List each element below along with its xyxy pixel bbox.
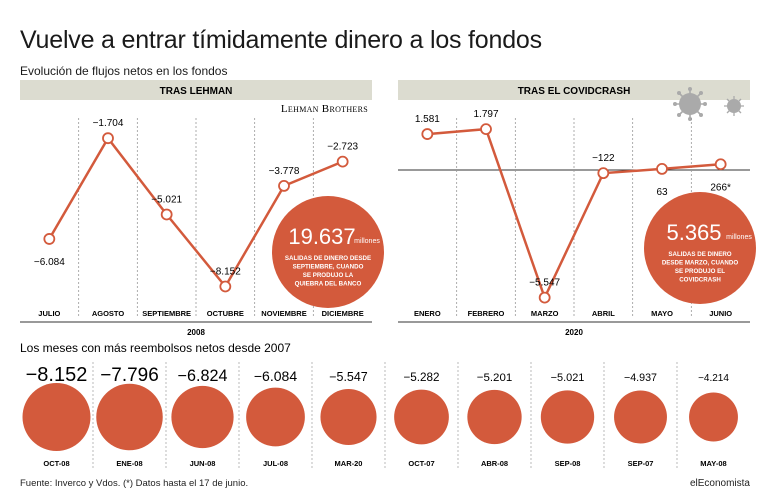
covid-data-label: −5.547	[529, 278, 560, 289]
footer-source: Fuente: Inverco y Vdos. (*) Datos hasta …	[20, 478, 249, 489]
lehman-data-point	[278, 179, 290, 192]
bubble-mark	[689, 392, 738, 442]
bubble-value-label: −5.201	[477, 372, 512, 384]
bubble-mark	[614, 390, 667, 444]
bubble-category-label: OCT-07	[408, 459, 434, 468]
bubble-category-label: SEP-07	[628, 459, 654, 468]
lehman-data-label: −2.723	[327, 142, 358, 153]
page-subtitle: Evolución de flujos netos en los fondos	[20, 64, 228, 78]
bubble-category-label: SEP-08	[555, 459, 581, 468]
covid-data-point	[480, 123, 492, 136]
lehman-total-note: QUIEBRA DEL BANCO	[295, 281, 362, 288]
covid-total-note: SALIDAS DE DINERO	[668, 251, 731, 258]
lehman-data-label: −1.704	[93, 118, 124, 129]
covid-data-label: 266*	[710, 182, 731, 193]
lehman-panel-title: TRAS LEHMAN	[160, 86, 233, 97]
bubble-mark	[96, 383, 163, 451]
lehman-category-label: AGOSTO	[92, 309, 125, 318]
lehman-total-value: 19.637	[288, 224, 355, 249]
bubble-mark	[22, 383, 91, 451]
covid-data-point	[538, 291, 551, 304]
lehman-data-point	[160, 208, 173, 221]
bubble-mark	[320, 388, 377, 446]
bubble-mark	[171, 385, 234, 449]
covid-category-label: MARZO	[531, 309, 559, 318]
lehman-series-line	[48, 135, 344, 289]
lehman-total-unit: millones	[354, 238, 380, 245]
bubble-category-label: JUL-08	[263, 459, 288, 468]
covid-category-label: JUNIO	[709, 309, 732, 318]
page-title: Vuelve a entrar tímidamente dinero a los…	[20, 26, 542, 54]
virus-small-icon	[724, 96, 744, 116]
covid-title-band	[398, 80, 750, 100]
covid-category-label: FEBRERO	[468, 309, 505, 318]
bubble-value-label: −6.824	[178, 367, 228, 385]
covid-total-note: DESDE MARZO, CUANDO	[662, 260, 739, 267]
lehman-category-label: OCTUBRE	[207, 309, 244, 318]
bubble-mark	[540, 390, 595, 444]
chart-marks: JULIO AGOSTO SEPTIEMBRE OCTUBRE NOVIEMBRE DIC…	[22, 109, 756, 470]
lehman-data-label: −6.084	[34, 257, 65, 268]
bubble-value-label: −6.084	[254, 368, 297, 384]
covid-total-unit: millones	[726, 234, 752, 241]
lehman-data-point	[102, 132, 114, 145]
bubble-category-label: JUN-08	[190, 459, 216, 468]
lehman-title-band	[20, 80, 372, 100]
lehman-year-label: 2008	[187, 328, 205, 337]
lehman-total-note: SEPTIEMBRE, CUANDO	[293, 264, 364, 271]
lehman-category-label: JULIO	[38, 309, 60, 318]
lehman-category-label: DICIEMBRE	[322, 309, 364, 318]
bubbles-title: Los meses con más reembolsos netos desde…	[20, 341, 291, 355]
covid-category-label: ABRIL	[592, 309, 615, 318]
covid-total-bubble	[644, 192, 756, 304]
bubble-value-label: −5.282	[403, 371, 439, 384]
lehman-total-bubble	[272, 196, 384, 308]
covid-data-point	[656, 163, 668, 175]
bubble-mark	[394, 389, 449, 445]
bubble-value-label: −5.021	[551, 372, 585, 384]
covid-category-label: MAYO	[651, 309, 673, 318]
bubble-category-label: MAY-08	[700, 459, 726, 468]
lehman-category-label: SEPTIEMBRE	[142, 309, 191, 318]
bubble-mark	[467, 389, 522, 445]
bubble-value-label: −8.152	[26, 364, 88, 386]
lehman-total-note: SE PRODUJO LA	[303, 272, 354, 279]
covid-total-note: SE PRODUJO EL	[675, 268, 725, 275]
covid-data-point	[421, 128, 434, 140]
bubble-value-label: −4.214	[698, 373, 729, 384]
bubble-category-label: MAR-20	[335, 459, 363, 468]
footer-brand: elEconomista	[689, 478, 750, 489]
lehman-data-point	[43, 233, 56, 245]
bubble-category-label: ABR-08	[481, 459, 508, 468]
lehman-data-label: −8.152	[210, 266, 241, 277]
lehman-data-point	[336, 155, 349, 168]
covid-category-label: ENERO	[414, 309, 441, 318]
lehman-category-label: NOVIEMBRE	[261, 309, 306, 318]
covid-data-point	[714, 158, 727, 171]
lehman-data-label: −5.021	[151, 194, 182, 205]
bubble-category-label: OCT-08	[43, 459, 69, 468]
bubble-mark	[246, 387, 305, 447]
covid-data-label: 1.797	[473, 109, 498, 120]
covid-data-label: −122	[592, 153, 615, 164]
lehman-data-point	[219, 280, 232, 293]
covid-data-label: 1.581	[415, 114, 440, 125]
covid-total-note: COVIDCRASH	[679, 277, 721, 284]
bubble-category-label: ENE-08	[116, 459, 142, 468]
bubble-value-label: −7.796	[100, 365, 159, 386]
covid-data-label: 63	[656, 187, 668, 198]
covid-total-value: 5.365	[666, 220, 721, 245]
bubble-value-label: −5.547	[329, 370, 368, 384]
covid-year-label: 2020	[565, 328, 583, 337]
lehman-total-note: SALIDAS DE DINERO DESDE	[285, 255, 371, 262]
bubble-value-label: −4.937	[624, 372, 657, 384]
virus-icon	[673, 87, 707, 121]
covid-series-line	[427, 127, 721, 301]
covid-data-point	[597, 167, 610, 180]
lehman-data-label: −3.778	[269, 166, 300, 177]
lehman-logo: Lehman Brothers	[281, 103, 368, 115]
covid-panel-title: TRAS EL COVIDCRASH	[518, 86, 631, 97]
